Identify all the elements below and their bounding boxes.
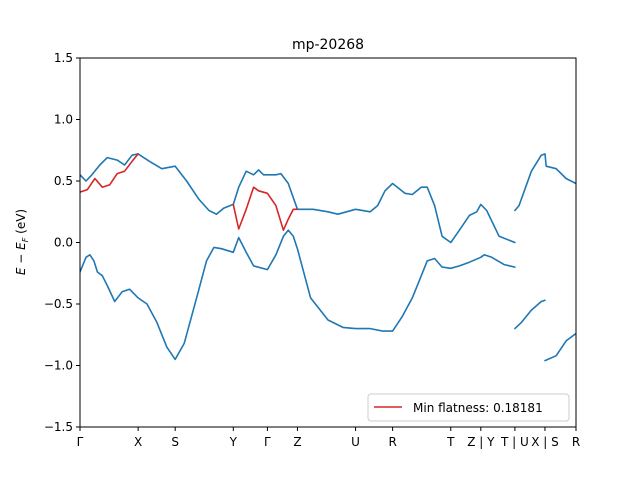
y-axis-label-unit: (eV) bbox=[14, 209, 28, 238]
band-line-1 bbox=[514, 153, 576, 212]
chart-title: mp-20268 bbox=[292, 37, 364, 53]
y-tick-label: −1.0 bbox=[44, 359, 73, 373]
band-line-4 bbox=[544, 332, 576, 362]
x-tick-label: X bbox=[134, 435, 142, 449]
x-tick-label: T | U bbox=[500, 435, 529, 449]
flat-band-line-6 bbox=[232, 186, 299, 231]
x-tick-label: X | S bbox=[531, 435, 559, 449]
legend-box bbox=[367, 393, 570, 422]
x-tick-label: S bbox=[171, 435, 179, 449]
y-axis-label-subscript: F bbox=[21, 237, 30, 242]
x-tick-label: Z bbox=[293, 435, 301, 449]
series-layer bbox=[80, 153, 576, 362]
y-tick-label: 0.0 bbox=[54, 236, 73, 250]
x-tick-label: R bbox=[388, 435, 396, 449]
x-tick-label: Y bbox=[229, 435, 238, 449]
x-tick-label: Γ bbox=[77, 435, 84, 449]
y-tick-label: −0.5 bbox=[44, 297, 73, 311]
legend: Min flatness: 0.18181 bbox=[367, 393, 570, 422]
x-tick-label: R bbox=[572, 435, 580, 449]
plot-area bbox=[80, 153, 576, 362]
y-tick-label: −1.5 bbox=[44, 420, 73, 434]
y-tick-label: 1.0 bbox=[54, 113, 73, 127]
flat-band-line-5 bbox=[80, 153, 139, 193]
y-axis-label-main: E − E bbox=[14, 242, 28, 275]
x-tick-label: Γ bbox=[264, 435, 271, 449]
y-tick-label: 1.5 bbox=[54, 51, 73, 65]
x-tick-label: Z | Y bbox=[467, 435, 495, 449]
band-line-0 bbox=[80, 153, 516, 244]
y-axis-ticks: −1.5 −1.0 −0.5 0.0 0.5 1.0 1.5 bbox=[44, 51, 80, 434]
y-tick-label: 0.5 bbox=[54, 174, 73, 188]
y-axis-label: E − EF (eV) bbox=[14, 209, 30, 275]
legend-label: Min flatness: 0.18181 bbox=[413, 401, 543, 415]
x-tick-label: U bbox=[351, 435, 360, 449]
band-line-3 bbox=[514, 299, 546, 330]
band-line-2 bbox=[80, 229, 516, 361]
x-tick-label: T bbox=[446, 435, 455, 449]
